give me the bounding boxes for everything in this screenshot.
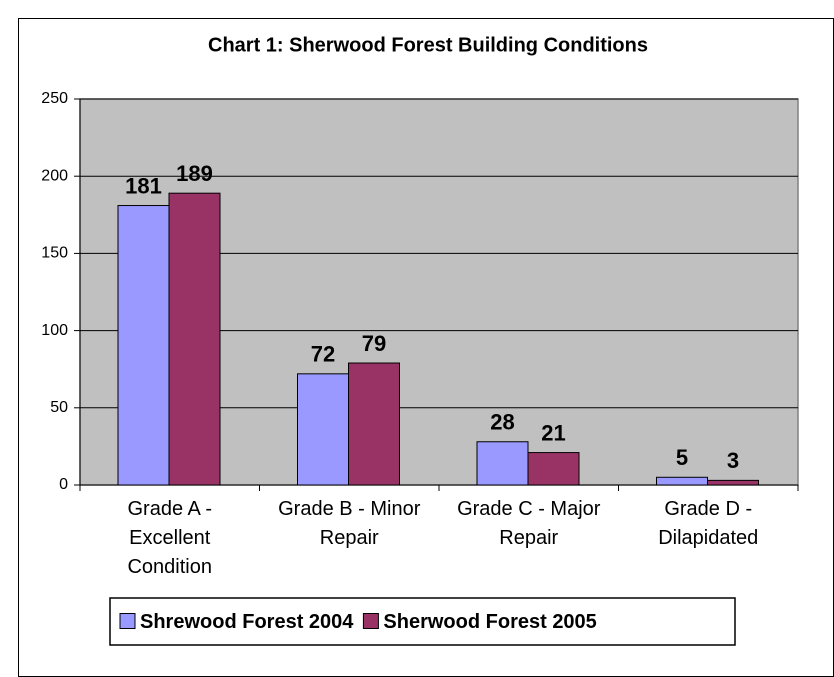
x-tick-label: Grade B - Minor Repair	[278, 498, 421, 549]
x-tick-label: Grade C - Major Repair	[457, 498, 601, 549]
value-label: 181	[125, 173, 162, 198]
value-label: 21	[541, 420, 565, 445]
bar	[707, 479, 759, 486]
value-label: 28	[490, 410, 514, 435]
chart-title: Chart 1: Sherwood Forest Building Condit…	[208, 34, 648, 56]
legend-label: Sherwood Forest 2005	[383, 611, 596, 633]
y-tick-label: 250	[41, 90, 68, 107]
value-label: 189	[176, 161, 213, 186]
y-tick-label: 50	[50, 399, 68, 416]
value-label: 5	[676, 445, 688, 470]
x-tick-label: Grade D - Dilapidated	[658, 498, 759, 549]
bar	[168, 192, 221, 486]
bar	[348, 362, 400, 486]
y-tick-label: 100	[41, 322, 68, 339]
legend-box	[109, 597, 736, 646]
y-tick-label: 0	[59, 476, 68, 493]
legend-swatch	[119, 613, 136, 629]
bar	[476, 441, 529, 486]
bar	[297, 373, 349, 486]
bar	[656, 476, 708, 486]
value-label: 72	[311, 342, 335, 367]
legend-swatch	[362, 613, 379, 629]
x-tick-label: Grade A - Excellent Condition	[127, 498, 212, 578]
y-tick-label: 150	[41, 245, 68, 262]
value-label: 79	[362, 331, 386, 356]
legend-label: Shrewood Forest 2004	[140, 611, 354, 633]
bar	[527, 452, 580, 486]
bar	[117, 205, 170, 486]
y-tick-label: 200	[41, 167, 68, 184]
value-label: 3	[727, 448, 739, 473]
